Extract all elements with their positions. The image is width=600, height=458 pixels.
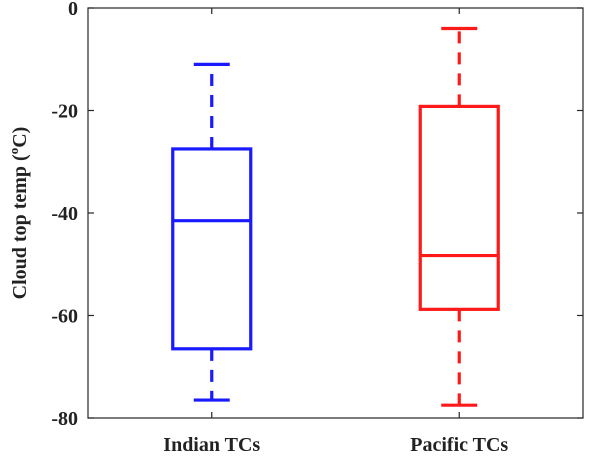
y-tick-label: -20 [51,101,78,123]
y-axis-label-unit: C) [9,127,31,148]
y-tick-label: -60 [51,306,78,328]
y-tick-label: -40 [51,203,78,225]
y-axis: 0 -20 -40 -60 -80 [51,0,583,430]
y-axis-label-degree: o [6,148,21,155]
box-indian-tcs [171,62,253,402]
y-tick-label: -80 [51,408,78,430]
y-axis-label: Cloud top temp (oC) [6,127,31,300]
iqr-box [171,147,253,351]
y-axis-label-text: Cloud top temp ( [9,154,31,299]
y-tick-label: 0 [68,0,78,20]
x-category-label: Pacific TCs [410,434,508,456]
x-category-label: Indian TCs [163,434,260,456]
x-axis: Indian TCs Pacific TCs [163,8,508,456]
boxes-group [171,26,500,407]
box-pacific-tcs [418,26,500,407]
plot-area-frame [87,7,584,419]
iqr-box [418,104,500,311]
